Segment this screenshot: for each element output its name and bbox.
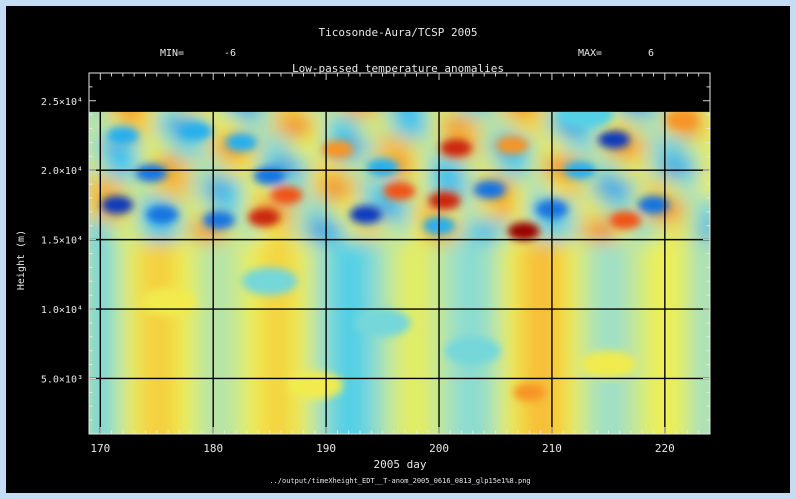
anomaly-patch [286, 371, 343, 400]
x-tick-label: 170 [90, 442, 110, 455]
x-tick-label: 200 [429, 442, 449, 455]
anomaly-patch [349, 205, 382, 224]
x-tick-label: 210 [542, 442, 562, 455]
y-tick-label: 2.0×10⁴ [41, 166, 83, 177]
anomaly-patch [557, 111, 614, 129]
x-axis-label: 2005 day [374, 458, 427, 471]
plot-window: Ticosonde-Aura/TCSP 2005 MIN= -6 MAX= 6 … [6, 6, 790, 493]
anomaly-patch [366, 158, 399, 177]
anomaly-patch [180, 122, 213, 141]
grid-lines [89, 111, 710, 434]
anomaly-patch [253, 166, 286, 185]
anomaly-patch [241, 267, 298, 296]
anomaly-patch [321, 140, 354, 159]
anomaly-patch [428, 191, 461, 210]
chart-title: Ticosonde-Aura/TCSP 2005 [319, 26, 478, 39]
plot-axes: 170 180 190 200 210 220 5.0×10³ 1.0×10⁴ 1.5×10⁴ 2… [41, 72, 711, 455]
min-label: MIN= [160, 48, 184, 59]
anomaly-patch [496, 136, 529, 155]
anomaly-patch [507, 222, 540, 241]
anomaly-patch [580, 350, 637, 379]
anomaly-patch [225, 133, 258, 152]
max-label: MAX= [578, 48, 602, 59]
anomaly-patch [665, 111, 698, 130]
anomaly-patch [383, 182, 416, 201]
anomaly-patch [146, 205, 179, 224]
heatmap-data-layer [89, 111, 710, 434]
anomaly-patch [473, 180, 506, 199]
chart-subtitle: Low-passed temperature anomalies [292, 62, 504, 75]
anomaly-patch [202, 211, 235, 230]
anomaly-patch [444, 336, 501, 365]
anomaly-patch [598, 130, 631, 149]
x-tick-label: 220 [655, 442, 675, 455]
anomaly-patch [140, 288, 197, 317]
file-path: ../output/timeXheight_EDT__T-anom_2005_0… [269, 477, 530, 485]
y-tick-label: 5.0×10³ [41, 374, 83, 385]
anomaly-patch [439, 138, 472, 157]
y-tick-label: 1.5×10⁴ [41, 236, 83, 247]
anomaly-patch [101, 195, 134, 214]
anomaly-patch [609, 211, 642, 230]
max-value: 6 [648, 48, 654, 59]
heatmap-plot: Ticosonde-Aura/TCSP 2005 MIN= -6 MAX= 6 … [16, 26, 711, 485]
y-axis-label: Height (m) [16, 230, 27, 290]
anomaly-patch [248, 208, 281, 227]
x-tick-label: 190 [316, 442, 336, 455]
y-tick-label: 2.5×10⁴ [41, 97, 83, 108]
x-tick-label: 180 [203, 442, 223, 455]
anomaly-patch [354, 308, 411, 337]
anomaly-patch [106, 126, 139, 145]
anomaly-patch [135, 163, 168, 182]
anomaly-patch [637, 195, 670, 214]
y-tick-label: 1.0×10⁴ [41, 305, 83, 316]
anomaly-patch [270, 186, 303, 205]
min-value: -6 [224, 48, 236, 59]
anomaly-patch [513, 383, 546, 402]
